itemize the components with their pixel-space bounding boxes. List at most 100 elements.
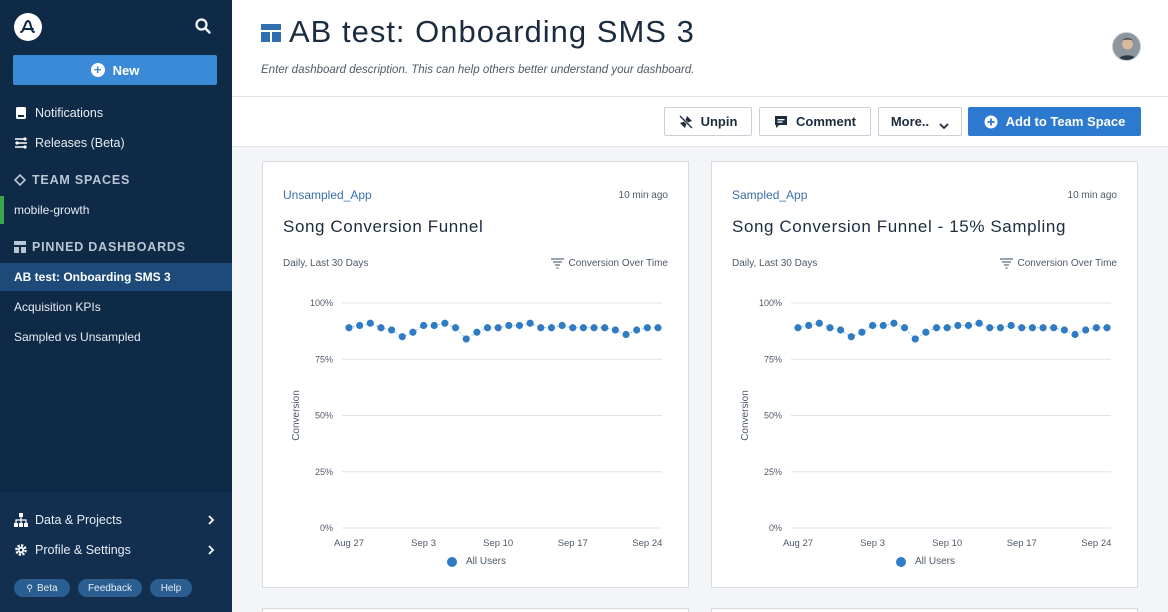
chart-title[interactable]: Song Conversion Funnel bbox=[283, 217, 484, 236]
data-point[interactable] bbox=[826, 324, 834, 332]
chart-title[interactable]: Song Conversion Funnel - 15% Sampling bbox=[732, 217, 1067, 236]
data-point[interactable] bbox=[558, 321, 566, 330]
data-point[interactable] bbox=[996, 324, 1005, 332]
new-button-label: New bbox=[112, 62, 140, 78]
plus-icon: + bbox=[90, 63, 105, 77]
data-point[interactable] bbox=[911, 335, 919, 343]
data-point[interactable] bbox=[633, 326, 641, 334]
data-point[interactable] bbox=[1060, 326, 1068, 334]
data-point[interactable] bbox=[922, 328, 930, 336]
sidebar-item-data-projects[interactable]: Data & Projects bbox=[0, 506, 232, 534]
data-point[interactable] bbox=[345, 324, 353, 332]
chart-card[interactable] bbox=[711, 608, 1138, 612]
data-point[interactable] bbox=[1018, 324, 1026, 332]
data-point[interactable] bbox=[890, 319, 898, 327]
data-point[interactable] bbox=[569, 324, 577, 332]
data-point[interactable] bbox=[441, 319, 449, 327]
data-point[interactable] bbox=[526, 319, 534, 327]
data-point[interactable] bbox=[1071, 330, 1079, 339]
add-to-team-space-button[interactable]: Add to Team Space bbox=[968, 107, 1141, 136]
data-point[interactable] bbox=[654, 324, 662, 332]
beta-button[interactable]: ⚲ Beta bbox=[14, 579, 70, 597]
data-point[interactable] bbox=[356, 321, 364, 330]
data-point[interactable] bbox=[805, 321, 813, 330]
sidebar-item-pinned-dashboard[interactable]: Sampled vs Unsampled bbox=[14, 330, 141, 344]
data-point[interactable] bbox=[815, 319, 823, 327]
data-point[interactable] bbox=[590, 324, 598, 332]
unpin-icon bbox=[678, 114, 693, 129]
data-point[interactable] bbox=[1092, 324, 1100, 332]
data-point[interactable] bbox=[794, 324, 802, 332]
data-point[interactable] bbox=[419, 321, 428, 330]
comment-button[interactable]: Comment bbox=[759, 107, 871, 136]
data-point[interactable] bbox=[847, 333, 855, 341]
page-title[interactable]: AB test: Onboarding SMS 3 bbox=[289, 14, 695, 49]
feedback-button[interactable]: Feedback bbox=[78, 579, 142, 597]
data-point[interactable] bbox=[1050, 324, 1058, 332]
data-point[interactable] bbox=[537, 324, 545, 332]
data-point[interactable] bbox=[622, 330, 630, 339]
data-point[interactable] bbox=[1039, 324, 1047, 332]
sidebar-item-releases[interactable]: Releases (Beta) bbox=[0, 129, 232, 157]
data-point[interactable] bbox=[932, 324, 941, 332]
data-point[interactable] bbox=[473, 328, 481, 336]
data-point[interactable] bbox=[579, 324, 588, 332]
unpin-button[interactable]: Unpin bbox=[664, 107, 752, 136]
x-tick-label: Sep 3 bbox=[860, 538, 885, 549]
data-point[interactable] bbox=[1007, 321, 1015, 330]
data-point[interactable] bbox=[388, 326, 396, 334]
y-tick-label: 25% bbox=[315, 467, 333, 477]
data-point[interactable] bbox=[868, 321, 877, 330]
chart-legend[interactable]: All Users bbox=[712, 556, 1139, 567]
data-point[interactable] bbox=[377, 324, 385, 332]
conversion-line-chart[interactable]: 0% 25% 50% 75% 100% Conversion Aug 27 Sep 3 Sep … bbox=[712, 277, 1139, 577]
chart-project-link[interactable]: Unsampled_App bbox=[283, 188, 372, 202]
sidebar-item-pinned-dashboard[interactable]: AB test: Onboarding SMS 3 bbox=[0, 263, 232, 291]
dashboard-description[interactable]: Enter dashboard description. This can he… bbox=[261, 64, 695, 76]
search-icon[interactable] bbox=[194, 17, 212, 35]
chart-project-link[interactable]: Sampled_App bbox=[732, 188, 808, 202]
data-point[interactable] bbox=[601, 324, 609, 332]
sidebar-item-notifications[interactable]: Notifications bbox=[0, 99, 232, 127]
chart-card[interactable]: Sampled_App 10 min ago Song Conversion F… bbox=[711, 161, 1138, 588]
data-point[interactable] bbox=[964, 321, 973, 330]
data-point[interactable] bbox=[954, 321, 962, 330]
chart-card[interactable] bbox=[262, 608, 689, 612]
data-point[interactable] bbox=[451, 324, 460, 332]
data-point[interactable] bbox=[837, 326, 845, 334]
avatar[interactable] bbox=[1112, 32, 1141, 61]
data-point[interactable] bbox=[1082, 326, 1090, 334]
data-point[interactable] bbox=[462, 335, 470, 343]
data-point[interactable] bbox=[975, 319, 983, 327]
data-point[interactable] bbox=[515, 321, 524, 330]
sidebar-item-team-space[interactable]: mobile-growth bbox=[0, 196, 232, 224]
y-tick-label: 75% bbox=[315, 354, 333, 364]
data-point[interactable] bbox=[1028, 324, 1037, 332]
help-button[interactable]: Help bbox=[150, 579, 192, 597]
data-point[interactable] bbox=[943, 324, 951, 332]
data-point[interactable] bbox=[986, 324, 994, 332]
data-point[interactable] bbox=[547, 324, 556, 332]
data-point[interactable] bbox=[505, 321, 513, 330]
data-point[interactable] bbox=[611, 326, 619, 334]
chart-card[interactable]: Unsampled_App 10 min ago Song Conversion… bbox=[262, 161, 689, 588]
data-point[interactable] bbox=[483, 324, 492, 332]
data-point[interactable] bbox=[409, 328, 417, 336]
data-point[interactable] bbox=[398, 333, 406, 341]
data-point[interactable] bbox=[1103, 324, 1111, 332]
flask-icon: ⚲ bbox=[26, 582, 33, 593]
data-point[interactable] bbox=[879, 321, 887, 330]
sidebar-item-profile-settings[interactable]: Profile & Settings bbox=[0, 536, 232, 564]
data-point[interactable] bbox=[900, 324, 909, 332]
data-point[interactable] bbox=[494, 324, 502, 332]
data-point[interactable] bbox=[858, 328, 866, 336]
data-point[interactable] bbox=[430, 321, 438, 330]
amplitude-logo[interactable] bbox=[14, 13, 42, 41]
data-point[interactable] bbox=[366, 319, 374, 327]
conversion-line-chart[interactable]: 0% 25% 50% 75% 100% Conversion Aug 27 Sep 3 Sep … bbox=[263, 277, 690, 577]
data-point[interactable] bbox=[643, 324, 651, 332]
chart-legend[interactable]: All Users bbox=[263, 556, 690, 567]
new-button[interactable]: + New bbox=[13, 55, 217, 85]
sidebar-item-pinned-dashboard[interactable]: Acquisition KPIs bbox=[14, 300, 101, 314]
more-dropdown[interactable]: More.. bbox=[878, 107, 962, 136]
